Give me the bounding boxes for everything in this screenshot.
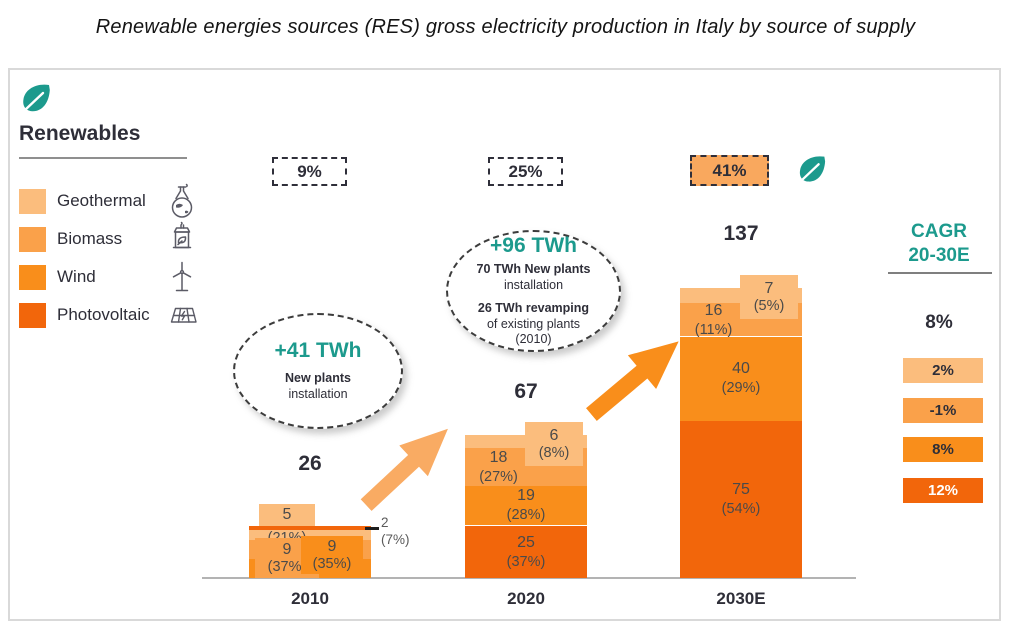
legend-item-photovoltaic: Photovoltaic — [19, 300, 201, 330]
bar-2030: 7 (5%) 16 (11%) 40 (29%) 75 (54%) — [680, 275, 802, 578]
biomass-swatch — [19, 226, 46, 252]
legend-item-wind: Wind — [19, 259, 201, 295]
cagr-wind: 8% — [903, 437, 983, 462]
leaf-icon — [793, 150, 831, 188]
x-axis-label-2030: 2030E — [716, 589, 766, 608]
x-axis-label-2010: 2010 — [291, 589, 329, 608]
bar-segment-wind — [465, 485, 587, 526]
legend-label: Geothermal — [57, 191, 146, 210]
bar-total-2030: 137 — [723, 222, 759, 245]
wind-swatch — [19, 264, 46, 290]
geothermal-plant-icon — [163, 183, 201, 219]
segment-leader-line — [365, 526, 379, 530]
legend-item-geothermal: Geothermal — [19, 183, 201, 219]
res-share-badge-2030: 41% — [690, 155, 769, 186]
callout-2030-growth: +96 TWh 70 TWh New plants installation 2… — [446, 230, 621, 352]
segment-label-geothermal: 6 (8%) — [525, 422, 583, 467]
leaf-icon — [16, 78, 56, 118]
solar-panel-icon — [163, 297, 201, 333]
callout-headline: +96 TWh — [490, 233, 577, 257]
bar-2020: 6 (8%) 18 (27%) 19 (28%) 25 (37%) — [465, 422, 587, 578]
callout-text: of existing plants — [486, 316, 581, 331]
legend-label: Photovoltaic — [57, 305, 150, 324]
bar-2010: 2(7%)5(21%)9(37%)9(35%) — [249, 503, 410, 578]
cagr-heading-line2: 20-30E — [908, 244, 970, 266]
legend-label: Biomass — [57, 229, 123, 248]
bar-total-2010: 26 — [298, 452, 322, 475]
callout-text: New plants — [285, 371, 351, 386]
res-share-badge-2010: 9% — [272, 157, 347, 186]
segment-label-wind: 9 (35%) — [301, 536, 363, 575]
bar-segment-photovoltaic — [680, 420, 802, 578]
cagr-geothermal: 2% — [903, 358, 983, 383]
segment-label-geothermal: 7 (5%) — [740, 275, 798, 320]
cagr-rule — [888, 272, 992, 274]
x-axis-line — [202, 577, 856, 579]
geothermal-swatch — [19, 188, 46, 214]
legend-heading: Renewables — [19, 122, 141, 145]
callout-text: 70 TWh New plants — [476, 261, 591, 276]
bar-segment-photovoltaic — [465, 525, 587, 578]
callout-2020-growth: +41 TWh New plants installation — [233, 313, 403, 429]
cagr-biomass: -1% — [903, 398, 983, 423]
cagr-heading-line1: CAGR — [911, 221, 967, 242]
bar-segment-photovoltaic — [249, 525, 371, 530]
callout-text: installation — [503, 277, 564, 292]
bar-total-2020: 67 — [514, 380, 538, 403]
res-share-badge-2020: 25% — [488, 157, 563, 186]
photovoltaic-swatch — [19, 302, 46, 328]
bar-segment-wind — [680, 336, 802, 421]
wind-turbine-icon — [163, 259, 201, 295]
heading-rule — [19, 157, 187, 159]
cagr-overall-value: 8% — [925, 312, 953, 333]
callout-headline: +41 TWh — [274, 339, 362, 363]
cagr-photovoltaic: 12% — [903, 478, 983, 503]
legend-label: Wind — [57, 267, 96, 286]
cagr-heading: CAGR 20-30E — [880, 220, 998, 268]
biomass-furnace-icon — [163, 221, 201, 257]
callout-text: installation — [288, 387, 348, 401]
callout-text: 26 TWh revamping — [477, 301, 590, 316]
segment-label-photovoltaic: 2 (7%) — [381, 514, 410, 548]
legend-item-biomass: Biomass — [19, 221, 201, 257]
page-title: Renewable energies sources (RES) gross e… — [95, 16, 916, 38]
callout-text: (2010) — [515, 332, 552, 347]
x-axis-label-2020: 2020 — [507, 589, 545, 608]
